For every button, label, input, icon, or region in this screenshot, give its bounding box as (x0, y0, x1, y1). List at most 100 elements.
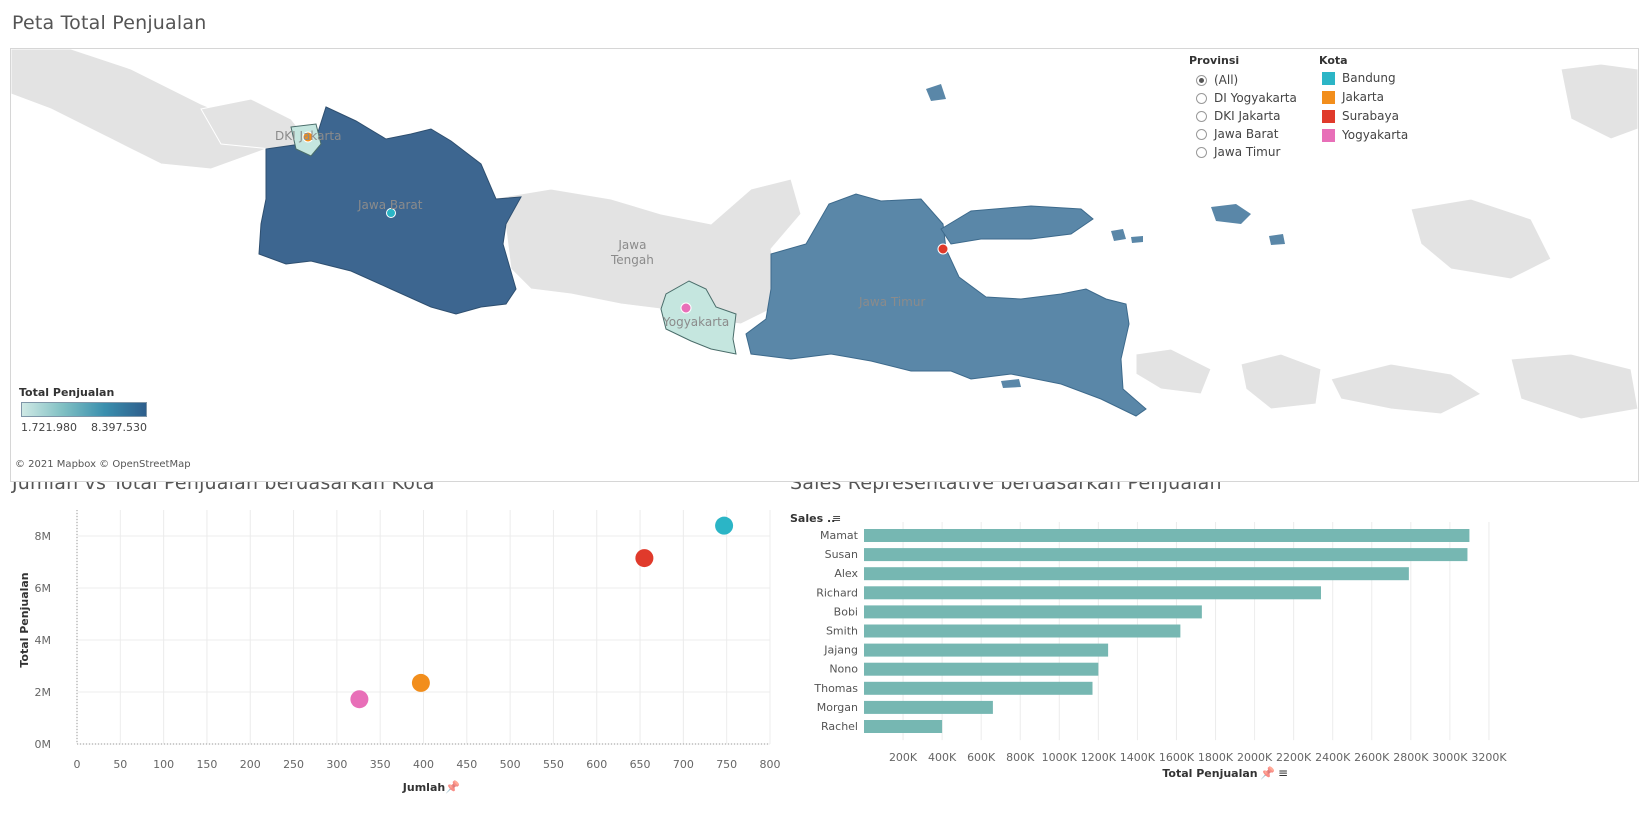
bar-jajang (864, 643, 1109, 657)
island-small-6 (1001, 379, 1021, 388)
city-marker-yogyakarta (680, 302, 692, 314)
radio-icon[interactable] (1196, 146, 1207, 158)
row-header: Sales .. (790, 512, 835, 525)
bar-mamat (864, 529, 1470, 542)
island-small-2 (1211, 204, 1251, 224)
bar-label-alex: Alex (834, 567, 858, 580)
bar-label-thomas: Thomas (813, 682, 858, 695)
city-legend-yogyakarta[interactable]: Yogyakarta (1322, 128, 1408, 142)
sort-icon: ≡ (1278, 766, 1288, 780)
island-small-4 (1269, 234, 1285, 245)
bar-smith (864, 624, 1181, 638)
radio-icon[interactable] (1196, 74, 1207, 86)
color-legend-gradient (21, 402, 147, 417)
province-filter-title: Provinsi (1189, 54, 1240, 67)
land-lombok (1240, 353, 1322, 410)
x-tick-label: 1400K (1120, 751, 1156, 764)
x-tick-label: 800 (760, 758, 781, 771)
pin-icon: 📌 (1260, 765, 1275, 780)
bar-susan (864, 548, 1468, 562)
swatch-yogyakarta (1322, 128, 1335, 142)
x-tick-label: 750 (716, 758, 737, 771)
bar-bobi (864, 605, 1202, 619)
map-panel[interactable]: DKI Jakarta Jawa Barat Jawa Tengah Yogya… (10, 48, 1639, 482)
y-tick-label: 2M (35, 686, 52, 699)
color-legend-max: 8.397.530 (91, 421, 147, 434)
land-north-islands (1560, 63, 1638, 140)
swatch-surabaya (1322, 109, 1335, 123)
x-axis-label: Total Penjualan (1162, 767, 1257, 780)
land-east-islands (1510, 353, 1638, 420)
map-title: Peta Total Penjualan (12, 12, 207, 34)
province-option-jawa-timur[interactable]: Jawa Timur (1196, 145, 1280, 159)
land-east-coast (1410, 198, 1552, 280)
label-jawa-timur: Jawa Timur (859, 295, 926, 309)
island-small-5 (1131, 236, 1143, 243)
x-axis-label: Jumlah (402, 781, 445, 794)
province-diy (660, 280, 737, 355)
x-tick-label: 400K (928, 751, 957, 764)
x-tick-label: 450 (456, 758, 477, 771)
label-yogyakarta: Yogyakarta (663, 315, 730, 329)
x-tick-label: 1000K (1042, 751, 1078, 764)
bar-richard (864, 586, 1321, 600)
x-tick-label: 400 (413, 758, 434, 771)
land-sumbawa (1330, 363, 1482, 415)
x-tick-label: 500 (500, 758, 521, 771)
island-small-3 (1111, 229, 1126, 241)
city-legend-jakarta[interactable]: Jakarta (1322, 90, 1384, 104)
x-tick-label: 2200K (1276, 751, 1312, 764)
y-tick-label: 8M (35, 530, 52, 543)
province-option-di-yogyakarta[interactable]: DI Yogyakarta (1196, 91, 1297, 105)
scatter-point-bandung (715, 516, 734, 535)
x-tick-label: 650 (630, 758, 651, 771)
map-credit[interactable]: © 2021 Mapbox © OpenStreetMap (15, 459, 191, 470)
x-tick-label: 600 (586, 758, 607, 771)
y-axis-label: Total Penjualan (18, 572, 31, 667)
x-tick-label: 2800K (1393, 751, 1429, 764)
city-legend-bandung[interactable]: Bandung (1322, 71, 1396, 85)
city-marker-surabaya (937, 243, 949, 255)
x-tick-label: 550 (543, 758, 564, 771)
x-tick-label: 250 (283, 758, 304, 771)
island-small-1 (926, 84, 946, 101)
scatter-point-yogyakarta (350, 690, 369, 709)
bar-label-susan: Susan (825, 548, 858, 561)
city-legend-surabaya[interactable]: Surabaya (1322, 109, 1399, 123)
scatter-chart[interactable]: 0 50 100 150 200 250 300 350 400 450 500 550 600 650 7… (0, 500, 780, 800)
label-jawa-tengah: Jawa Tengah (611, 238, 654, 267)
color-legend-min: 1.721.980 (21, 421, 77, 434)
label-jawa-barat: Jawa Barat (358, 198, 423, 212)
radio-icon[interactable] (1196, 128, 1207, 140)
bar-label-morgan: Morgan (817, 701, 858, 714)
radio-icon[interactable] (1196, 92, 1207, 104)
bar-chart[interactable]: 200K 400K 600K 800K 1000K 1200K 1400K 1600K 1800… (780, 500, 1640, 800)
x-tick-label: 2600K (1354, 751, 1390, 764)
swatch-bandung (1322, 71, 1335, 85)
province-jawa-timur (745, 193, 1147, 417)
x-tick-label: 200K (889, 751, 918, 764)
bar-label-bobi: Bobi (834, 605, 858, 618)
color-legend-title: Total Penjualan (19, 386, 115, 399)
bar-rachel (864, 720, 943, 733)
bar-label-jajang: Jajang (823, 644, 858, 657)
city-marker-bandung (386, 208, 396, 218)
x-tick-label: 350 (370, 758, 391, 771)
province-option-jawa-barat[interactable]: Jawa Barat (1196, 127, 1278, 141)
swatch-jakarta (1322, 90, 1335, 104)
province-option-dki-jakarta[interactable]: DKI Jakarta (1196, 109, 1280, 123)
x-tick-label: 300 (326, 758, 347, 771)
x-tick-label: 2400K (1315, 751, 1351, 764)
x-tick-label: 1800K (1198, 751, 1234, 764)
province-option-all[interactable]: (All) (1196, 73, 1238, 87)
x-tick-label: 1200K (1081, 751, 1117, 764)
x-tick-label: 1600K (1159, 751, 1195, 764)
x-tick-label: 600K (967, 751, 996, 764)
x-tick-label: 3000K (1432, 751, 1468, 764)
map-canvas[interactable] (11, 49, 1638, 481)
bar-nono (864, 662, 1099, 676)
x-tick-label: 200 (240, 758, 261, 771)
sort-icon: ≡ (832, 512, 841, 525)
island-madura (940, 205, 1094, 245)
radio-icon[interactable] (1196, 110, 1207, 122)
